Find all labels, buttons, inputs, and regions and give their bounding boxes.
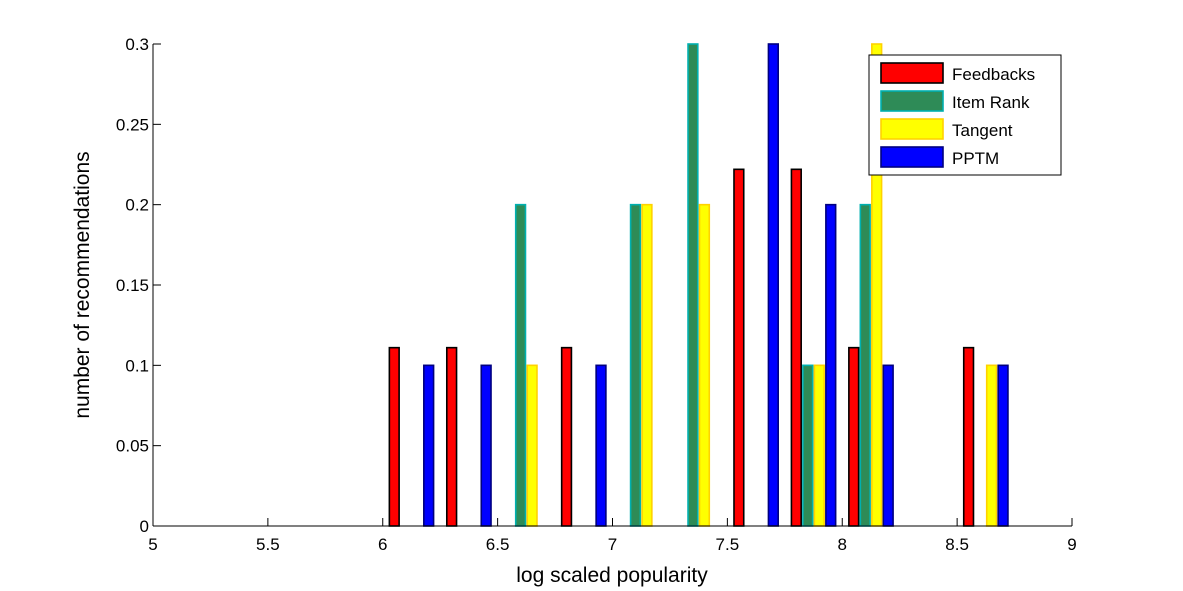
x-tick-label: 6	[378, 535, 387, 554]
bar-pptm	[767, 43, 780, 527]
x-tick-label: 7.5	[716, 535, 740, 554]
bar-feedbacks	[388, 346, 400, 527]
x-tick-label: 6.5	[486, 535, 510, 554]
y-tick-label: 0.15	[116, 276, 149, 295]
bar-item-rank	[802, 364, 814, 527]
bar-pptm	[997, 364, 1009, 527]
legend: Feedbacks Item Rank Tangent PPTM	[868, 54, 1062, 176]
bar-tangent	[641, 203, 653, 527]
legend-label-tangent: Tangent	[952, 121, 1013, 140]
legend-swatch-pptm	[880, 146, 944, 168]
y-tick-label: 0	[140, 517, 149, 536]
y-tick-label: 0.05	[116, 437, 149, 456]
axes-group: 5 5.5 6 6.5 7 7.5 8 8.5 9 0 0.05 0.1 0.15 0.2 0.25 0.3	[116, 35, 1077, 554]
y-tick-label: 0.2	[125, 196, 149, 215]
bar-tangent	[698, 203, 711, 527]
legend-swatch-item-rank	[880, 90, 944, 112]
x-tick-label: 9	[1067, 535, 1076, 554]
bar-tangent	[985, 364, 998, 527]
bar-pptm	[825, 203, 837, 527]
x-tick-label: 5	[148, 535, 157, 554]
bar-item-rank	[514, 203, 527, 527]
legend-swatch-feedbacks	[880, 62, 944, 84]
legend-label-pptm: PPTM	[952, 149, 999, 168]
bar-feedbacks	[560, 346, 573, 527]
bar-pptm	[480, 364, 492, 527]
bar-pptm	[595, 364, 607, 527]
bar-tangent	[813, 364, 825, 527]
bar-tangent	[526, 364, 538, 527]
y-tick-label: 0.25	[116, 115, 149, 134]
x-tick-label: 8	[838, 535, 847, 554]
y-axis-label: number of recommendations	[71, 151, 94, 418]
bar-feedbacks	[962, 346, 975, 527]
y-tick-label: 0.1	[125, 356, 149, 375]
bar-item-rank	[629, 203, 642, 527]
y-tick-label: 0.3	[125, 35, 149, 54]
legend-label-feedbacks: Feedbacks	[952, 65, 1035, 84]
bar-pptm	[423, 364, 435, 527]
bar-item-rank	[859, 203, 871, 527]
bar-feedbacks	[848, 346, 860, 527]
legend-swatch-tangent	[880, 118, 944, 140]
bar-pptm	[882, 364, 894, 527]
x-tick-label: 5.5	[256, 535, 280, 554]
bar-feedbacks	[790, 168, 802, 527]
bar-item-rank	[687, 43, 699, 527]
legend-label-item-rank: Item Rank	[952, 93, 1030, 112]
bar-feedbacks	[733, 168, 745, 527]
x-axis-label: log scaled popularity	[516, 564, 708, 587]
bar-feedbacks	[445, 346, 458, 527]
x-tick-label: 7	[608, 535, 617, 554]
x-tick-label: 8.5	[945, 535, 969, 554]
